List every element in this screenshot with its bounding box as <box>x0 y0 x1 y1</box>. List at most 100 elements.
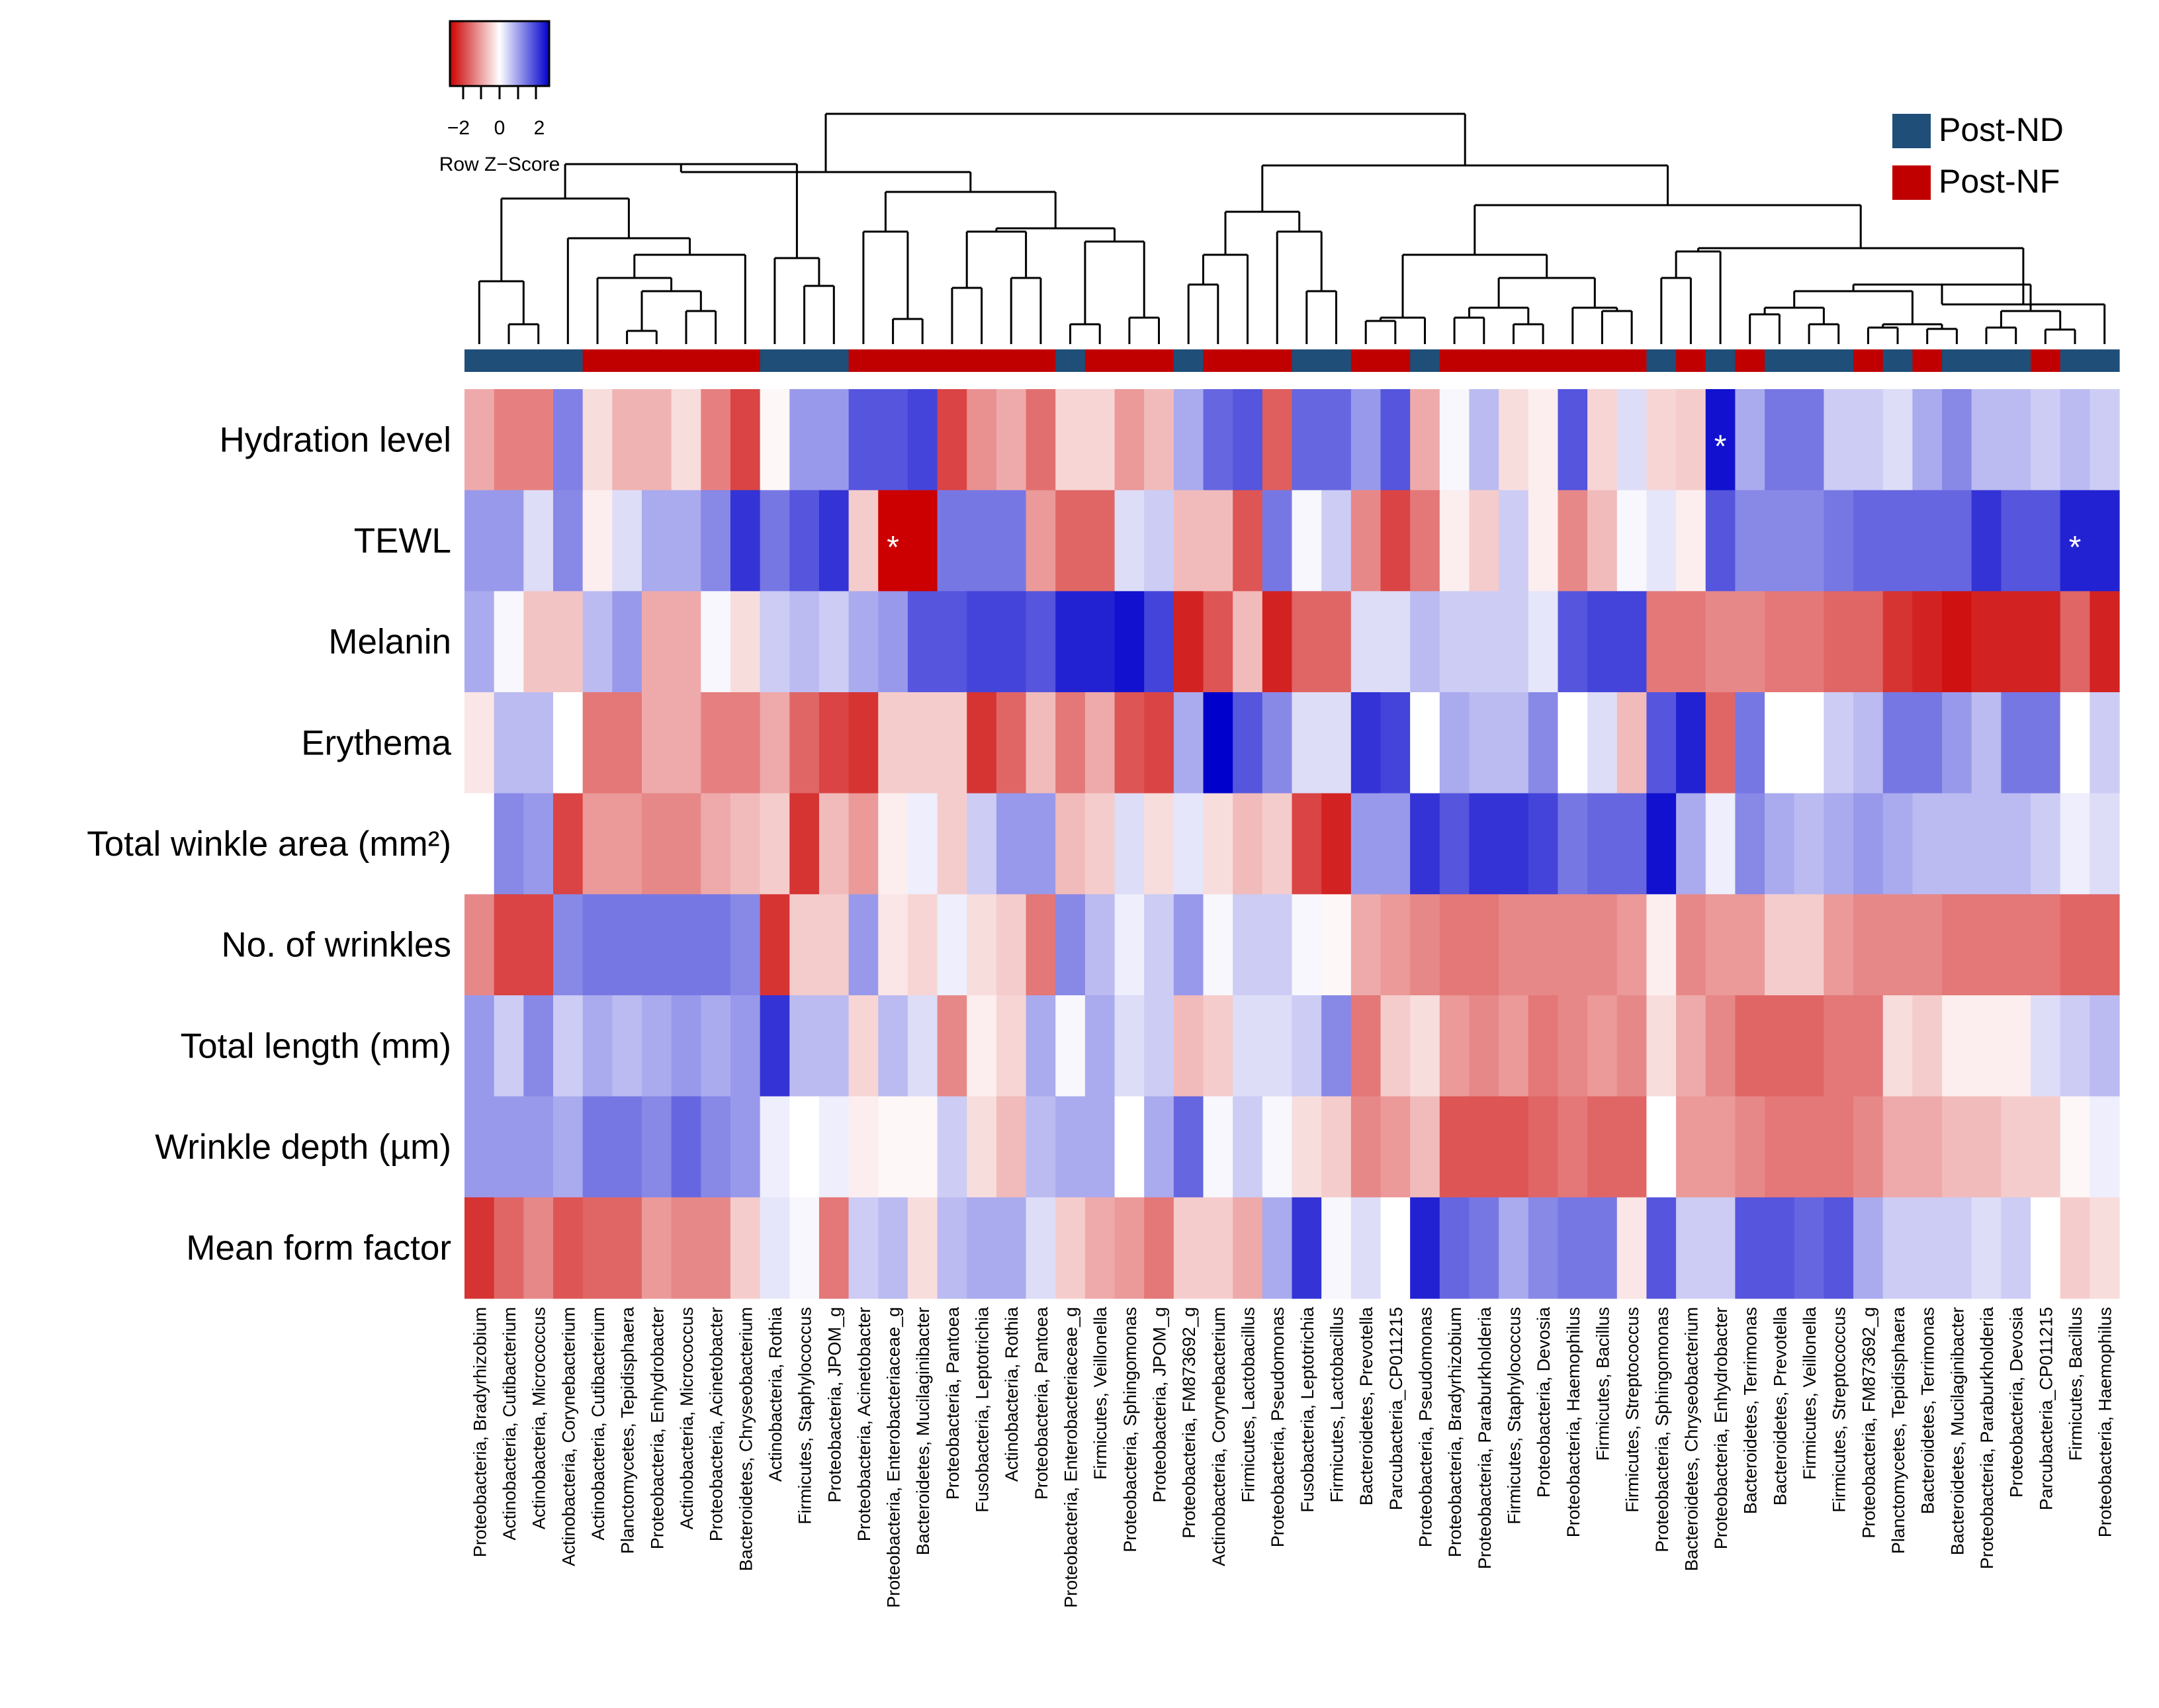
heatmap-cell <box>701 1197 731 1299</box>
heatmap-cell <box>1350 1197 1382 1299</box>
heatmap-cell <box>1794 1197 1824 1299</box>
heatmap-cell <box>996 389 1027 491</box>
heatmap-cell <box>1528 995 1559 1097</box>
heatmap-cell <box>1971 793 2002 895</box>
column-label: Proteobacteria, Enterobacteriaceae_g <box>884 1307 904 1608</box>
heatmap-cell <box>1084 995 1116 1097</box>
heatmap-cell <box>1735 591 1765 693</box>
heatmap-cell <box>523 894 554 996</box>
heatmap-cell <box>1410 490 1440 592</box>
heatmap-cell <box>1853 793 1884 895</box>
heatmap-cell <box>1587 389 1618 491</box>
heatmap-cell <box>2031 995 2061 1097</box>
heatmap-cell <box>1705 793 1736 895</box>
heatmap-cell <box>1084 793 1116 895</box>
group-bar-cell <box>1203 349 1233 372</box>
heatmap-cell <box>671 490 701 592</box>
heatmap-cell <box>2001 1197 2031 1299</box>
heatmap-cell <box>1616 1197 1648 1299</box>
heatmap-cell <box>2090 490 2120 592</box>
heatmap-cell <box>701 389 731 491</box>
column-label: Proteobacteria, Sphingomonas <box>1652 1307 1672 1552</box>
column-label: Proteobacteria, Pseudomonas <box>1268 1307 1288 1547</box>
column-label: Bacteroidetes, Prevotella <box>1770 1306 1790 1506</box>
heatmap-cell <box>494 389 524 491</box>
group-bar-cell <box>1824 349 1854 372</box>
heatmap-cell <box>464 490 495 592</box>
heatmap-cell <box>1026 389 1056 491</box>
group-bar-cell <box>1055 349 1086 372</box>
heatmap-cell <box>1026 591 1056 693</box>
column-label: Firmicutes, Bacillus <box>1593 1307 1612 1461</box>
heatmap-cell <box>1912 591 1943 693</box>
heatmap-cell <box>1824 995 1854 1097</box>
heatmap-cell <box>1055 995 1086 1097</box>
heatmap-cell <box>552 1096 584 1198</box>
heatmap-cell <box>1439 692 1470 794</box>
heatmap-cell <box>1084 894 1116 996</box>
column-label: Proteobacteria, Enhydrobacter <box>647 1307 667 1549</box>
heatmap-cell <box>1499 1096 1529 1198</box>
heatmap-cell <box>1971 692 2002 794</box>
heatmap-cell <box>2090 1197 2120 1299</box>
heatmap-cell <box>789 692 820 794</box>
heatmap-cell <box>1676 591 1706 693</box>
heatmap-cell <box>818 1197 850 1299</box>
heatmap-cell <box>582 490 613 592</box>
heatmap-cell <box>1321 793 1352 895</box>
heatmap-cell <box>1173 389 1204 491</box>
heatmap-cell <box>612 591 642 693</box>
heatmap-cell <box>1173 894 1204 996</box>
heatmap-cell <box>2031 692 2061 794</box>
heatmap-cell <box>1882 894 1913 996</box>
group-bar-cell <box>1971 349 2002 372</box>
heatmap-cell <box>1292 692 1322 794</box>
heatmap-cell <box>494 894 524 996</box>
heatmap-cell <box>464 389 495 491</box>
column-label: Proteobacteria, FM873692_g <box>1179 1307 1199 1539</box>
heatmap-cell <box>1084 1096 1116 1198</box>
heatmap-cell <box>552 692 584 794</box>
heatmap-cell <box>1765 389 1795 491</box>
heatmap-cell <box>848 591 879 693</box>
heatmap-cell <box>552 591 584 693</box>
heatmap-cell <box>907 490 938 592</box>
heatmap-cell <box>730 591 761 693</box>
legend-swatch-post-nd <box>1892 114 1931 148</box>
heatmap-cell <box>523 692 554 794</box>
heatmap-cell <box>1469 490 1499 592</box>
heatmap-cell <box>494 1197 524 1299</box>
row-label: Mean form factor <box>186 1229 451 1268</box>
heatmap-cell <box>582 389 613 491</box>
heatmap-cell <box>760 490 790 592</box>
heatmap-cell <box>1528 1096 1559 1198</box>
group-bar-cell <box>730 349 761 372</box>
heatmap-cell <box>612 894 642 996</box>
group-bar-cell <box>2060 349 2090 372</box>
heatmap-cell <box>671 1096 701 1198</box>
column-label: Fusobacteria, Leptotrichia <box>1298 1306 1317 1513</box>
heatmap-cell <box>1439 591 1470 693</box>
heatmap-cell <box>730 1197 761 1299</box>
heatmap-cell <box>1439 490 1470 592</box>
heatmap-cell <box>464 793 495 895</box>
heatmap-cell <box>641 389 672 491</box>
heatmap-cell <box>1203 692 1233 794</box>
heatmap-cell <box>612 995 642 1097</box>
heatmap-cell <box>1144 1096 1174 1198</box>
heatmap-cell <box>818 894 850 996</box>
heatmap-cell <box>1794 591 1824 693</box>
heatmap-cell <box>967 1096 997 1198</box>
heatmap-cell <box>789 490 820 592</box>
column-label: Planctomycetes, Tepidisphaera <box>1888 1306 1908 1554</box>
column-label: Proteobacteria, Acinetobacter <box>854 1307 874 1541</box>
heatmap-cell <box>641 692 672 794</box>
heatmap-cell <box>878 591 908 693</box>
row-label: Wrinkle depth (µm) <box>155 1128 451 1167</box>
group-bar-cell <box>1026 349 1056 372</box>
heatmap-cell <box>523 793 554 895</box>
heatmap-cell <box>1735 490 1765 592</box>
heatmap-cell <box>1587 1197 1618 1299</box>
heatmap-cell <box>1824 894 1854 996</box>
